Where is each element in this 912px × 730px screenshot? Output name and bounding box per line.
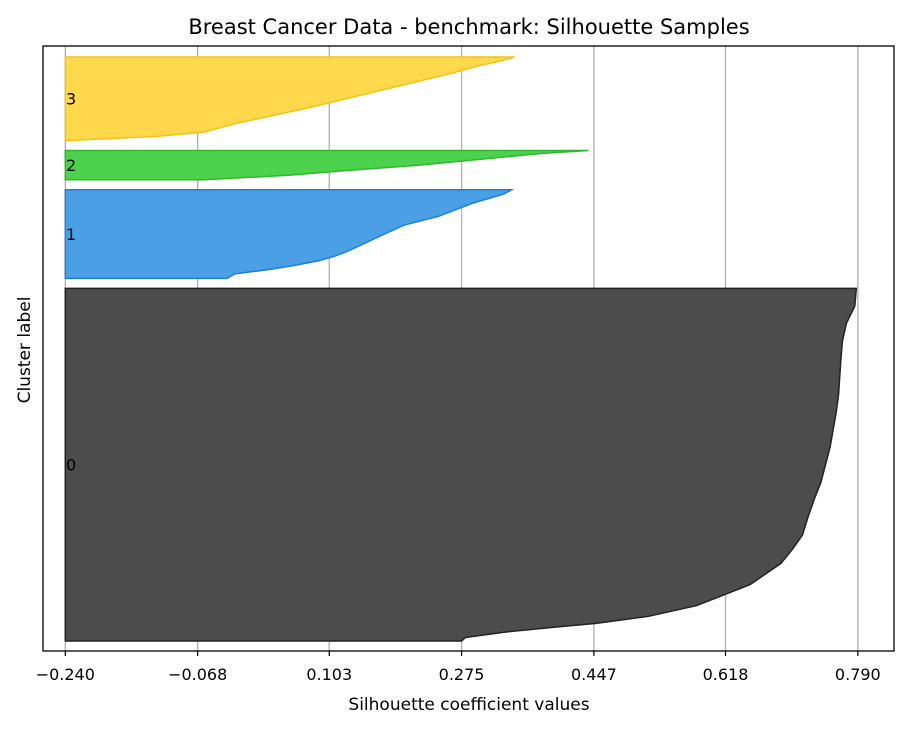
x-tick-label: 0.618	[703, 665, 749, 684]
x-tick-label: −0.240	[36, 665, 95, 684]
plot-frame	[42, 45, 895, 652]
x-axis-ticks: −0.240 −0.068 0.103 0.275 0.447 0.618 0.790	[36, 651, 881, 684]
cluster-2-silhouette	[64, 149, 589, 181]
cluster-label: 3	[66, 90, 76, 109]
cluster-label: 1	[66, 225, 76, 244]
cluster-0-silhouette	[64, 287, 858, 642]
x-tick-label: −0.068	[168, 665, 227, 684]
chart-title: Breast Cancer Data - benchmark: Silhouet…	[188, 15, 749, 39]
cluster-labels: 0 1 2 3	[66, 90, 76, 475]
cluster-label: 0	[66, 456, 76, 475]
x-tick-label: 0.103	[306, 665, 352, 684]
x-tick-label: 0.790	[835, 665, 881, 684]
cluster-areas	[64, 56, 858, 642]
cluster-3-silhouette	[64, 56, 515, 142]
cluster-1-silhouette	[64, 188, 515, 280]
x-tick-label: 0.275	[439, 665, 485, 684]
x-axis-label: Silhouette coefficient values	[348, 695, 589, 715]
cluster-label: 2	[66, 156, 76, 175]
y-axis-label: Cluster label	[15, 297, 35, 404]
x-tick-label: 0.447	[571, 665, 617, 684]
